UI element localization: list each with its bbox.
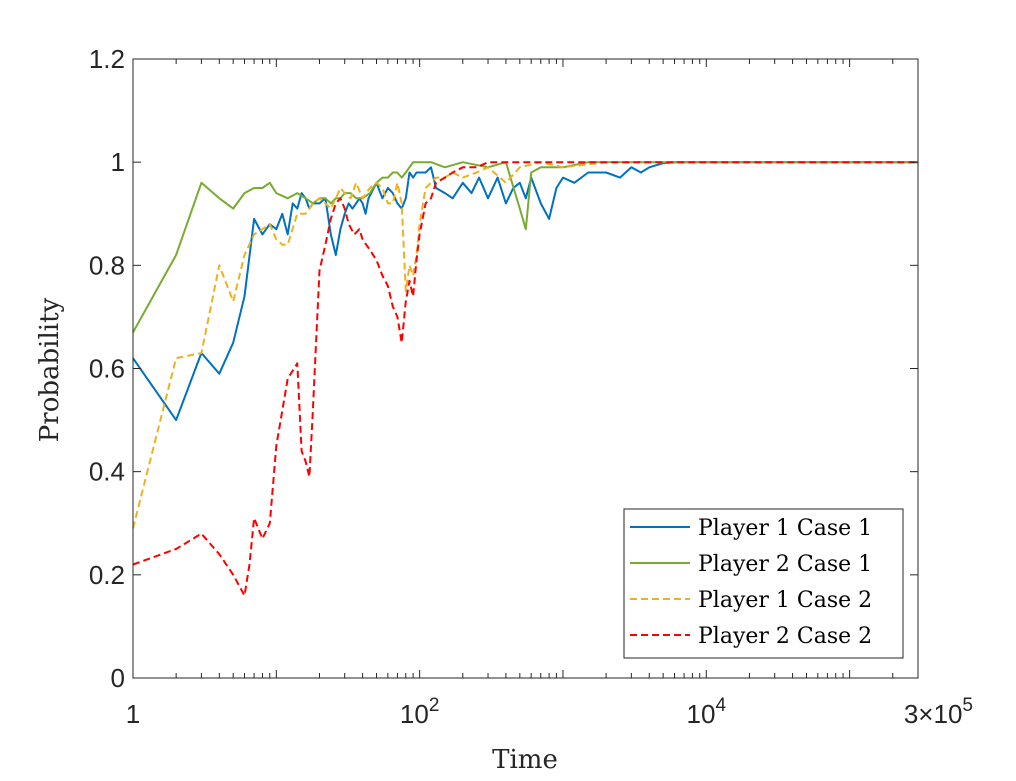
x-tick-label: 102 [400,695,440,729]
y-tick-label: 0.8 [89,250,125,280]
y-tick-label: 0.4 [89,457,125,487]
series-line-2 [132,161,918,333]
legend: Player 1 Case 1 Player 2 Case 1 Player 1 C… [623,508,904,659]
plot-lines [132,161,918,597]
legend-label: Player 2 Case 2 [698,624,872,649]
axis-ticks [132,58,919,679]
legend-label: Player 1 Case 2 [698,588,872,613]
y-tick-label: 0.2 [89,560,125,590]
legend-label: Player 2 Case 1 [698,552,872,577]
x-axis-label: Time [492,745,558,775]
y-tick-label: 1.2 [89,44,125,74]
y-tick-label: 0.6 [89,354,125,384]
series-line-3 [132,161,918,529]
y-axis-label: Probability [35,297,65,442]
y-tick-label: 1 [111,147,125,177]
tick-labels: 0 0.2 0.4 0.6 0.8 1 1.2 1 102 104 3×105 [89,44,973,729]
x-tick-label: 3×105 [904,695,973,729]
series-line-4 [132,161,918,597]
y-tick-label: 0 [111,663,125,693]
legend-label: Player 1 Case 1 [698,516,872,541]
x-tick-label: 1 [126,699,140,729]
legend-box [623,508,904,659]
series-line-1 [132,161,918,422]
x-tick-label: 104 [687,695,727,729]
